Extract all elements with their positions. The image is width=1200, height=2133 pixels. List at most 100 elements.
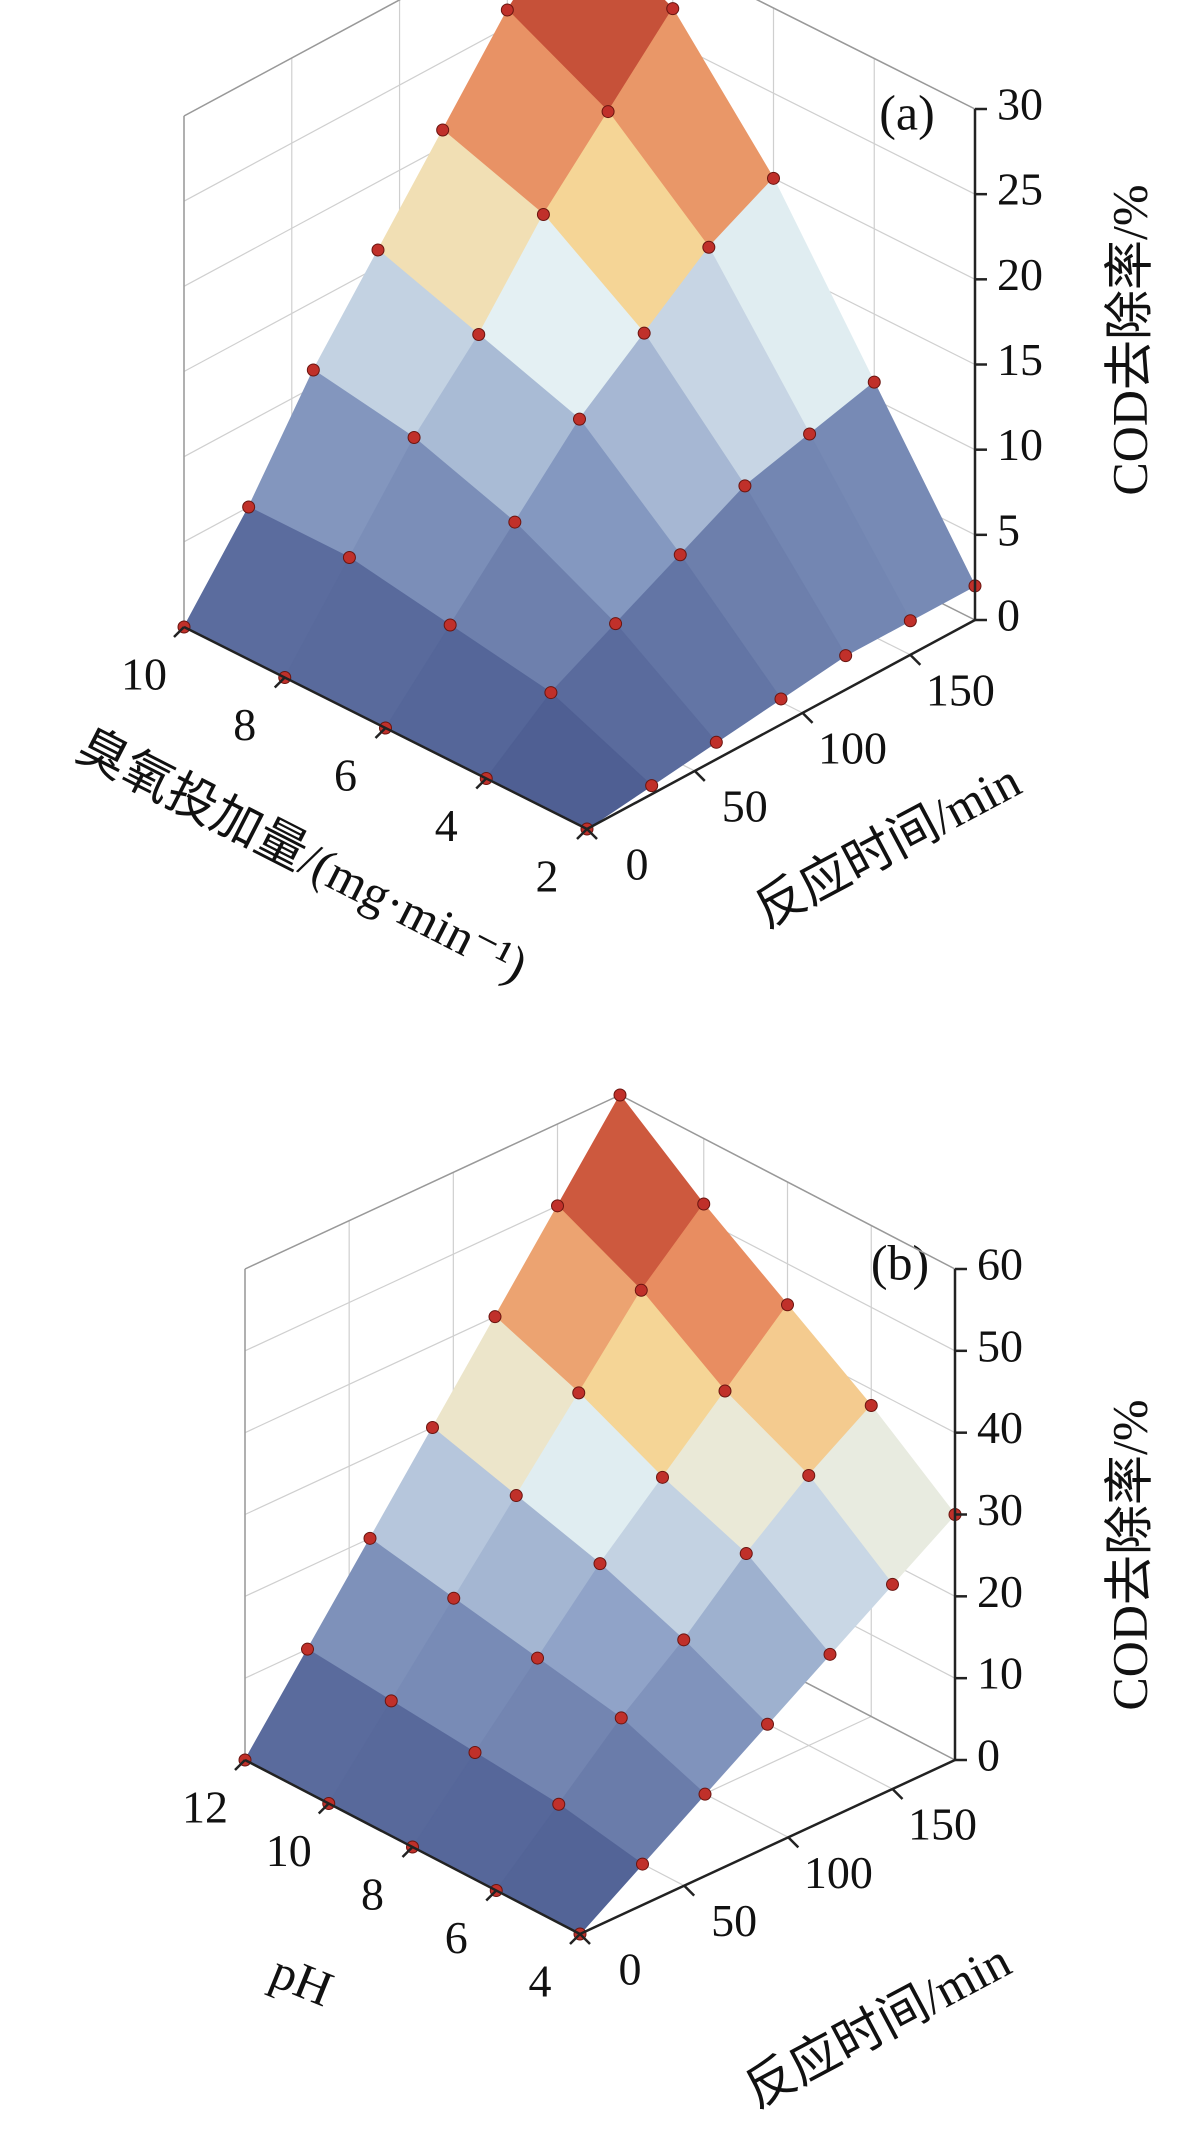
data-point [673, 548, 687, 562]
data-point [738, 479, 752, 493]
z-tick-label: 0 [997, 590, 1020, 641]
data-point [509, 1489, 523, 1503]
data-point [613, 1088, 627, 1102]
data-point [536, 208, 550, 222]
tick-mark [273, 676, 286, 689]
data-point [903, 614, 917, 628]
z-tick-label: 40 [977, 1402, 1023, 1453]
data-point [572, 1386, 586, 1400]
y-tick-label: 4 [529, 1956, 552, 2007]
data-point [468, 1746, 482, 1760]
tick-mark [475, 777, 488, 790]
tick-mark [787, 1836, 800, 1849]
data-point [488, 1310, 502, 1324]
data-point [767, 171, 780, 185]
z-tick-label: 25 [997, 164, 1043, 215]
tick-mark [586, 828, 598, 840]
y-tick-label: 8 [361, 1869, 384, 1920]
tick-mark [374, 727, 387, 739]
x-tick-label: 50 [722, 781, 768, 832]
data-point [781, 1298, 794, 1312]
x-tick-label: 0 [626, 839, 649, 890]
z-axis-title: COD去除率/% [1101, 1399, 1157, 1710]
data-point [634, 1283, 648, 1297]
tick-mark [683, 1884, 696, 1897]
data-point [551, 1199, 564, 1213]
data-point [573, 412, 586, 426]
z-tick-label: 5 [997, 504, 1020, 555]
data-point [371, 243, 385, 257]
x-tick-label: 0 [619, 1944, 642, 1995]
data-point [677, 1633, 691, 1647]
data-point [823, 1647, 837, 1661]
data-point [636, 1857, 649, 1871]
data-point [472, 328, 486, 342]
tick-mark [401, 1846, 414, 1858]
x-tick-label: 100 [804, 1847, 873, 1898]
x-tick-label: 150 [926, 664, 995, 715]
z-tick-label: 60 [977, 1239, 1023, 1290]
box-frame [755, 0, 976, 110]
y-tick-label: 6 [445, 1912, 468, 1963]
tick-mark [909, 653, 922, 666]
x-tick-label: 50 [711, 1895, 757, 1946]
data-point [666, 2, 680, 16]
data-point [709, 735, 723, 749]
panel-label: (a) [879, 84, 935, 140]
z-tick-label: 10 [997, 419, 1043, 470]
tick-mark [569, 1933, 581, 1945]
tick-mark [485, 1889, 498, 1902]
data-point [443, 618, 457, 632]
y-tick-label: 6 [334, 750, 357, 801]
data-point [656, 1470, 669, 1484]
data-point [718, 1384, 732, 1398]
y-tick-label: 10 [266, 1825, 312, 1876]
z-tick-label: 30 [997, 79, 1043, 130]
data-point [531, 1651, 544, 1665]
data-point [803, 427, 817, 441]
x-tick-label: 100 [818, 722, 887, 773]
data-point [301, 1642, 314, 1656]
data-point [544, 686, 558, 700]
y-tick-label: 8 [233, 699, 256, 750]
tick-mark [579, 1933, 591, 1945]
y-tick-label: 4 [435, 800, 458, 851]
data-point [702, 240, 716, 254]
data-point [802, 1468, 816, 1482]
data-point [886, 1577, 899, 1591]
z-tick-label: 20 [977, 1566, 1023, 1617]
y-axis-title: pH [263, 1942, 341, 2017]
data-point [447, 1591, 461, 1605]
data-point [306, 363, 320, 377]
tick-mark [234, 1759, 246, 1771]
z-tick-label: 0 [977, 1730, 1000, 1781]
data-point [500, 3, 514, 17]
z-tick-label: 30 [977, 1484, 1023, 1535]
data-point [342, 551, 356, 564]
data-point [739, 1547, 753, 1561]
z-axis-title: COD去除率/% [1101, 184, 1157, 495]
tick-mark [801, 712, 814, 724]
z-tick-label: 50 [977, 1320, 1023, 1371]
tick-mark [693, 770, 706, 782]
z-tick-label: 20 [997, 249, 1043, 300]
data-point [645, 779, 659, 793]
data-point [436, 123, 450, 137]
data-point [407, 431, 421, 444]
data-point [637, 326, 651, 340]
data-point [867, 375, 881, 389]
panel-label: (b) [871, 1234, 929, 1290]
z-tick-label: 15 [997, 334, 1043, 385]
data-point [508, 515, 522, 529]
tick-mark [576, 828, 588, 840]
y-tick-label: 10 [121, 649, 167, 700]
data-point [384, 1694, 398, 1708]
x-axis-title: 反应时间/min [735, 1932, 1019, 2118]
z-tick-label: 10 [977, 1648, 1023, 1699]
data-point [609, 617, 623, 631]
x-tick-label: 150 [908, 1799, 977, 1850]
data-point [864, 1399, 878, 1413]
y-tick-label: 12 [182, 1782, 228, 1833]
data-point [363, 1531, 377, 1545]
